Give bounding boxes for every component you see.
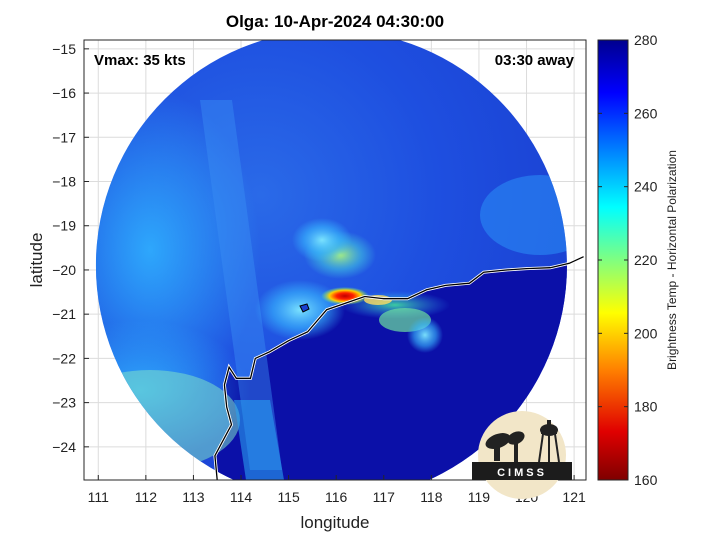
logo-text: CIMSS bbox=[497, 467, 547, 479]
y-tick-label: −15 bbox=[52, 41, 76, 57]
colorbar-tick-label: 280 bbox=[634, 32, 658, 48]
colorbar-tick-label: 200 bbox=[634, 325, 658, 341]
time-away-label: 03:30 away bbox=[494, 52, 574, 69]
colorbar-ticks: 160 180 200 220 240 260 280 bbox=[598, 32, 658, 488]
y-tick-label: −21 bbox=[52, 306, 76, 322]
x-tick-label: 121 bbox=[562, 489, 586, 505]
axes-frame bbox=[83, 39, 587, 481]
colorbar-tick-label: 180 bbox=[634, 399, 658, 415]
y-tick-label: −20 bbox=[52, 262, 76, 278]
coastline bbox=[214, 256, 584, 480]
cimss-logo: CIMSS bbox=[472, 411, 572, 499]
chart-title: Olga: 10-Apr-2024 04:30:00 bbox=[225, 12, 445, 31]
y-tick-label: −22 bbox=[52, 350, 76, 366]
x-tick-label: 113 bbox=[182, 489, 205, 505]
x-axis-label: longitude bbox=[300, 513, 369, 532]
colorbar-tick-label: 240 bbox=[634, 179, 658, 195]
colorbar-label: Brightness Temp - Horizontal Polarizatio… bbox=[665, 150, 679, 370]
colorbar-tick-label: 220 bbox=[634, 252, 658, 268]
y-tick-label: −23 bbox=[52, 395, 76, 411]
y-tick-label: −18 bbox=[52, 174, 76, 190]
y-axis-label: latitude bbox=[27, 233, 46, 288]
y-tick-label: −16 bbox=[52, 85, 76, 101]
x-tick-label: 116 bbox=[325, 489, 348, 505]
x-tick-label: 115 bbox=[277, 489, 300, 505]
y-tick-label: −24 bbox=[52, 439, 76, 455]
vmax-label: Vmax: 35 kts bbox=[94, 52, 186, 69]
x-tick-label: 114 bbox=[230, 489, 253, 505]
colorbar bbox=[597, 39, 629, 481]
x-tick-label: 119 bbox=[468, 489, 491, 505]
y-ticks: −15 −16 −17 −18 −19 −20 −21 −22 −23 −24 bbox=[52, 41, 89, 455]
x-tick-label: 118 bbox=[420, 489, 443, 505]
y-tick-label: −19 bbox=[52, 218, 76, 234]
island bbox=[299, 303, 310, 313]
x-ticks: 111112113114115116117118119120121 bbox=[88, 475, 586, 505]
colorbar-tick-label: 260 bbox=[634, 105, 658, 121]
y-tick-label: −17 bbox=[52, 129, 76, 145]
colorbar-tick-label: 160 bbox=[634, 472, 658, 488]
x-tick-label: 112 bbox=[135, 489, 158, 505]
x-tick-label: 111 bbox=[88, 489, 109, 505]
x-tick-label: 117 bbox=[373, 489, 396, 505]
